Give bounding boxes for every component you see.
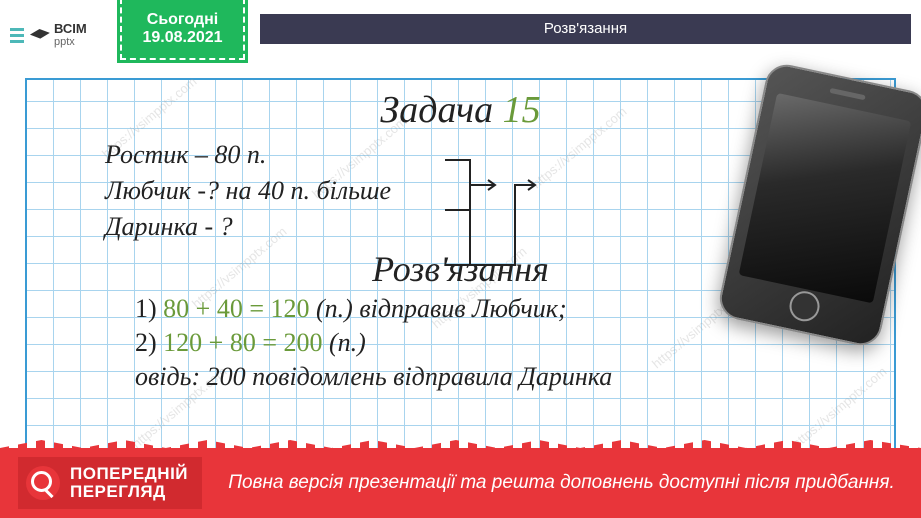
date-label: Сьогодні — [122, 11, 243, 29]
problem-title: Задача 15 — [45, 88, 876, 132]
phone-speaker-icon — [829, 88, 865, 100]
logo-lines-icon — [10, 28, 24, 43]
step2-calc: 120 + 80 = 200 — [163, 328, 322, 357]
footer-banner: ПОПЕРЕДНІЙ ПЕРЕГЛЯД Повна версія презент… — [0, 448, 921, 518]
date-badge: Сьогодні 19.08.2021 — [120, 0, 245, 60]
answer-prefix: овідь: — [135, 362, 200, 391]
answer-text: 200 повідомлень відправила Даринка — [207, 362, 613, 391]
step2-num: 2) — [135, 328, 157, 357]
page-title: Розв'язання — [260, 14, 911, 44]
answer-line: овідь: 200 повідомлень відправила Даринк… — [135, 362, 876, 392]
logo-name: ВСІМ — [54, 22, 87, 36]
step2-text: (п.) — [329, 328, 366, 357]
step1-calc: 80 + 40 = 120 — [163, 294, 309, 323]
problem-number: 15 — [503, 89, 541, 131]
badge-line-2: ПЕРЕГЛЯД — [70, 483, 188, 501]
date-value: 19.08.2021 — [122, 29, 243, 47]
logo: ВСІМ pptx — [0, 0, 130, 70]
footer-text: Повна версія презентації та решта доповн… — [202, 471, 921, 495]
step1-text: (п.) відправив Любчик; — [316, 294, 567, 323]
problem-heading: Задача — [380, 89, 493, 131]
logo-sub: pptx — [54, 36, 87, 48]
step1-num: 1) — [135, 294, 157, 323]
badge-line-1: ПОПЕРЕДНІЙ — [70, 465, 188, 483]
magnifier-icon — [26, 466, 60, 500]
calc-step-2: 2) 120 + 80 = 200 (п.) — [135, 328, 876, 358]
preview-badge: ПОПЕРЕДНІЙ ПЕРЕГЛЯД — [18, 457, 202, 509]
graduation-cap-icon — [30, 28, 51, 42]
logo-text: ВСІМ pptx — [54, 22, 87, 48]
